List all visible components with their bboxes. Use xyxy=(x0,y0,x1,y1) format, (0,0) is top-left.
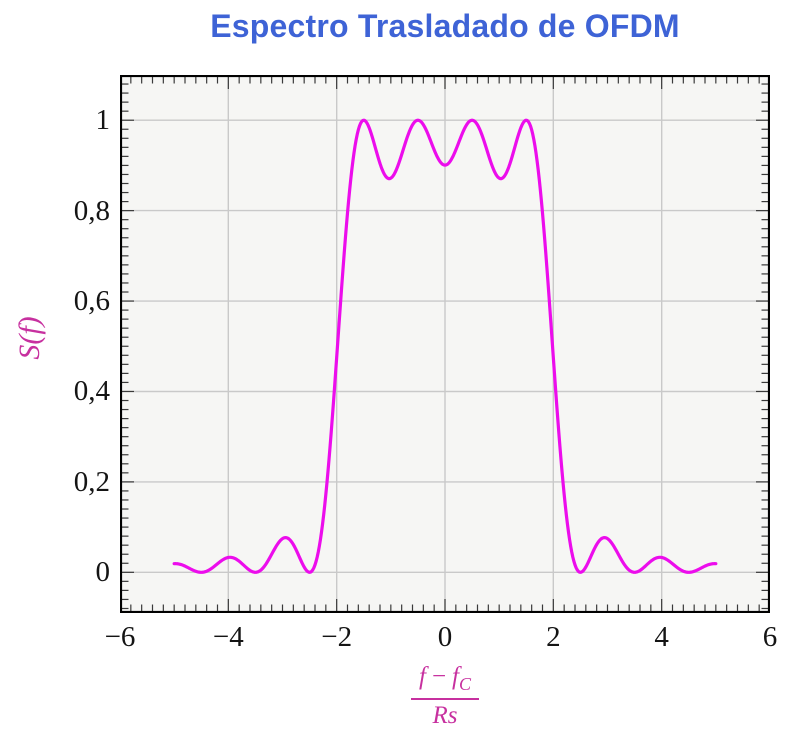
y-axis-label: S(f) xyxy=(10,238,50,438)
y-tick-label: 0,4 xyxy=(73,375,110,408)
x-axis-label: f − fC Rs xyxy=(120,663,770,730)
y-tick-label: 0,6 xyxy=(73,285,110,318)
x-tick-label: 4 xyxy=(654,621,669,653)
x-label-fraction: f − fC Rs xyxy=(410,663,480,730)
x-label-fc: f xyxy=(452,663,459,690)
x-tick-label: −2 xyxy=(321,621,353,653)
x-tick-label: 0 xyxy=(437,621,453,653)
gridlines xyxy=(120,75,770,613)
x-label-denominator: Rs xyxy=(411,700,479,730)
plot-area xyxy=(120,75,770,613)
x-tick-label: −6 xyxy=(104,621,136,653)
x-label-rs: Rs xyxy=(432,702,458,729)
x-label-f: f xyxy=(418,663,426,690)
minus-sign: − xyxy=(431,663,447,690)
ofdm-spectrum-curve xyxy=(172,118,718,574)
x-tick-label: −4 xyxy=(212,621,244,653)
x-tick-label: 6 xyxy=(762,621,778,653)
y-tick-label: 0,2 xyxy=(73,465,110,498)
x-label-subscript: C xyxy=(459,674,472,694)
x-label-numerator: f − fC xyxy=(410,663,480,700)
chart-title: Espectro Trasladado de OFDM xyxy=(210,8,680,44)
y-tick-label: 1 xyxy=(95,104,111,137)
y-tick-label: 0,8 xyxy=(73,194,110,227)
plot-frame xyxy=(120,75,770,613)
y-tick-label: 0 xyxy=(95,556,111,589)
x-tick-label: 2 xyxy=(546,621,561,653)
axis-ticks xyxy=(120,75,770,612)
y-axis-label-text: S(f) xyxy=(13,316,46,360)
